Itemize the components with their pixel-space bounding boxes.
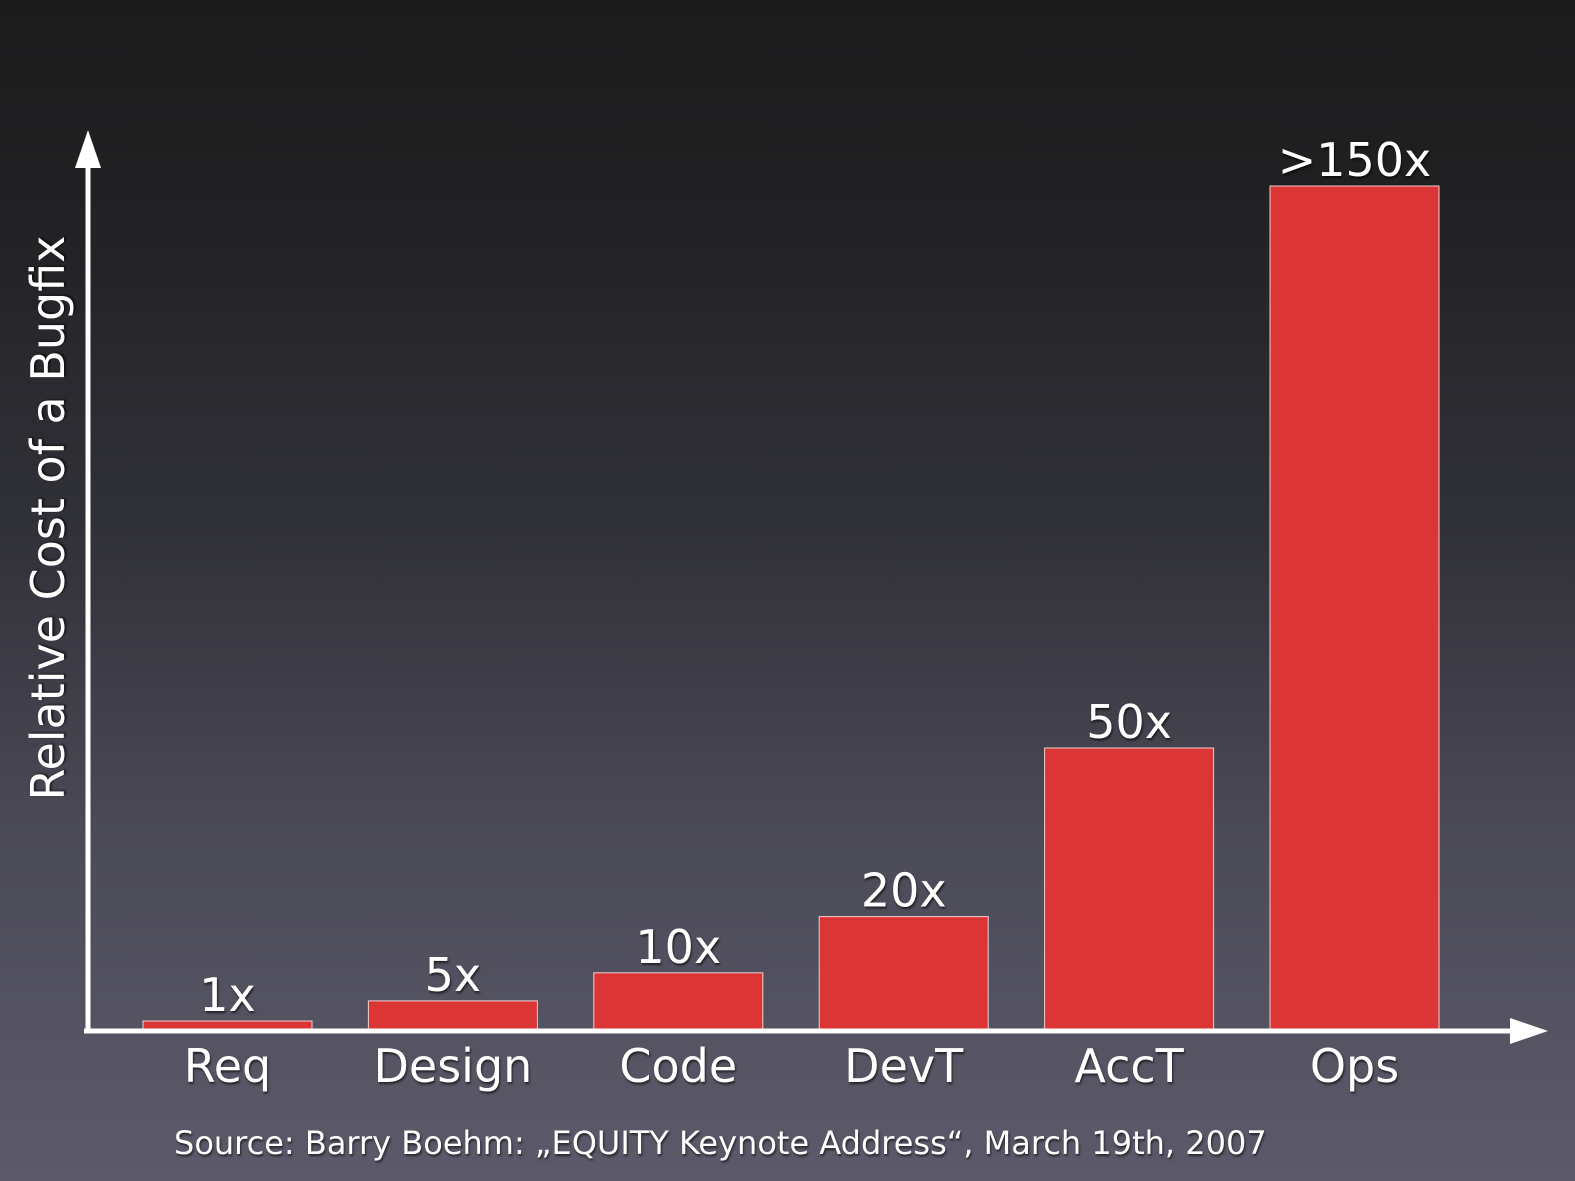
bar-design — [367, 1000, 538, 1030]
y-axis-label: Relative Cost of a Bugfix — [21, 236, 75, 801]
bar-ops — [1269, 185, 1440, 1030]
bars-group — [142, 185, 1440, 1030]
x-axis-arrow — [1510, 1018, 1548, 1044]
category-label-devt: DevT — [844, 1039, 964, 1093]
value-label-code: 10x — [635, 920, 721, 974]
bar-devt — [818, 916, 989, 1030]
value-labels-group: 1x 5x 10x 20x 50x >150x — [199, 133, 1431, 1022]
bar-code — [593, 972, 764, 1030]
category-label-acct: AccT — [1074, 1039, 1184, 1093]
category-label-design: Design — [373, 1039, 532, 1093]
category-labels-group: Req Design Code DevT AccT Ops — [184, 1039, 1399, 1093]
value-label-devt: 20x — [861, 864, 947, 918]
value-label-ops: >150x — [1278, 133, 1432, 187]
bar-acct — [1044, 747, 1215, 1030]
value-label-design: 5x — [425, 948, 482, 1002]
y-axis-arrow — [75, 130, 101, 168]
bar-req — [142, 1020, 313, 1030]
value-label-acct: 50x — [1086, 695, 1172, 749]
category-label-ops: Ops — [1310, 1039, 1399, 1093]
value-label-req: 1x — [199, 968, 256, 1022]
source-citation: Source: Barry Boehm: „EQUITY Keynote Add… — [174, 1124, 1267, 1162]
category-label-req: Req — [184, 1039, 271, 1093]
category-label-code: Code — [619, 1039, 737, 1093]
